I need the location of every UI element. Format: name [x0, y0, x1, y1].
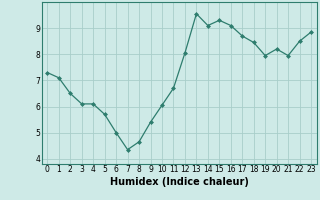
X-axis label: Humidex (Indice chaleur): Humidex (Indice chaleur): [110, 177, 249, 187]
